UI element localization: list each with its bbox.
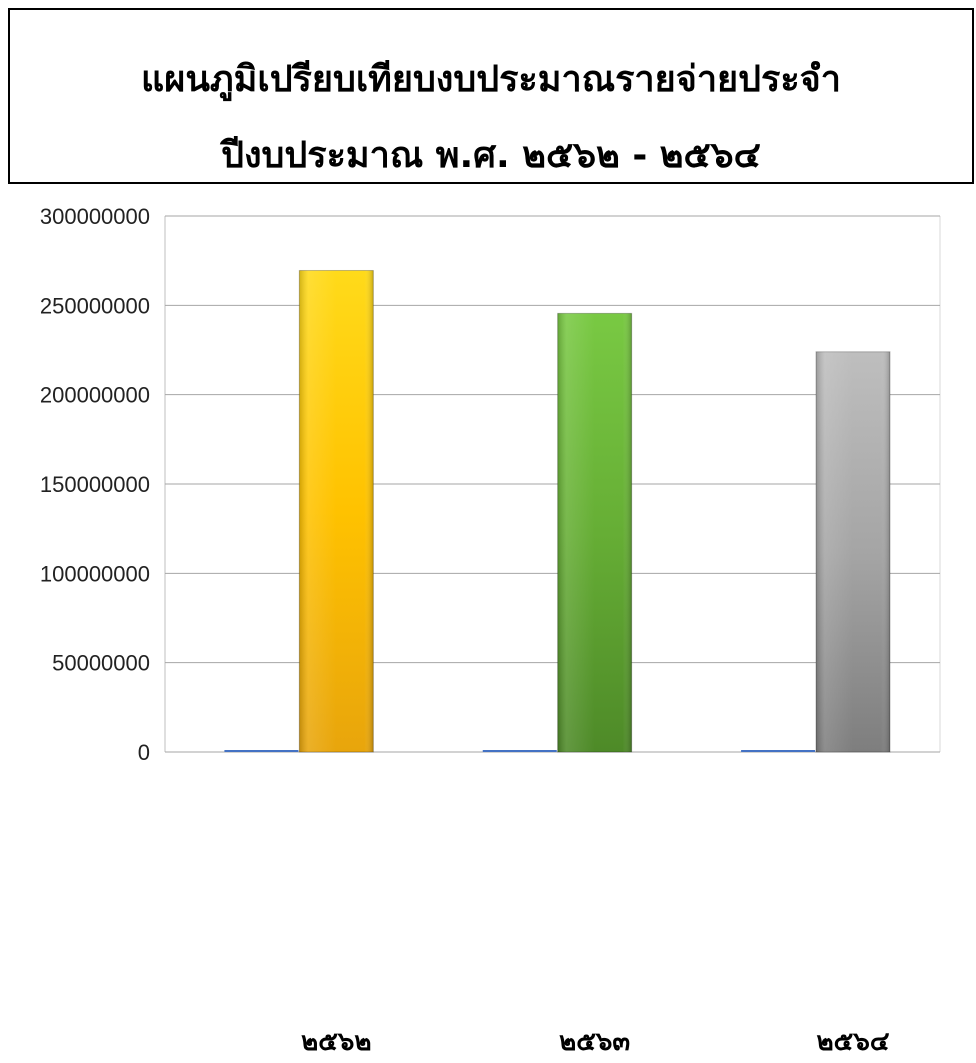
x-axis: ๒๕๖๒ ๒๕๖๓ ๒๕๖๔ xyxy=(301,1027,890,1057)
y-tick-label: 200000000 xyxy=(40,383,150,408)
chart-title: แผนภูมิเปรียบเทียบงบประมาณรายจ่ายประจำ xyxy=(141,59,841,100)
bar-series1 xyxy=(224,750,299,752)
chart-title-box: แผนภูมิเปรียบเทียบงบประมาณรายจ่ายประจำ ป… xyxy=(8,8,974,184)
bar-shading xyxy=(557,313,632,752)
bar-shading xyxy=(816,351,890,752)
y-axis: 0 50000000 100000000 150000000 200000000 2500… xyxy=(40,204,150,765)
bar-shading xyxy=(299,270,374,752)
y-tick-label: 300000000 xyxy=(40,204,150,229)
bar-series1 xyxy=(482,750,557,752)
x-tick-label: ๒๕๖๔ xyxy=(817,1027,890,1057)
x-tick-label: ๒๕๖๒ xyxy=(301,1027,371,1057)
bars xyxy=(224,269,891,753)
x-tick-label: ๒๕๖๓ xyxy=(559,1027,630,1057)
y-tick-label: 50000000 xyxy=(52,651,150,676)
y-tick-label: 150000000 xyxy=(40,472,150,497)
y-tick-label: 0 xyxy=(138,740,150,765)
y-tick-label: 250000000 xyxy=(40,293,150,318)
y-tick-label: 100000000 xyxy=(40,561,150,586)
chart-subtitle: ปีงบประมาณ พ.ศ. ๒๕๖๒ - ๒๕๖๔ xyxy=(221,135,761,176)
bar-series1 xyxy=(741,750,816,752)
